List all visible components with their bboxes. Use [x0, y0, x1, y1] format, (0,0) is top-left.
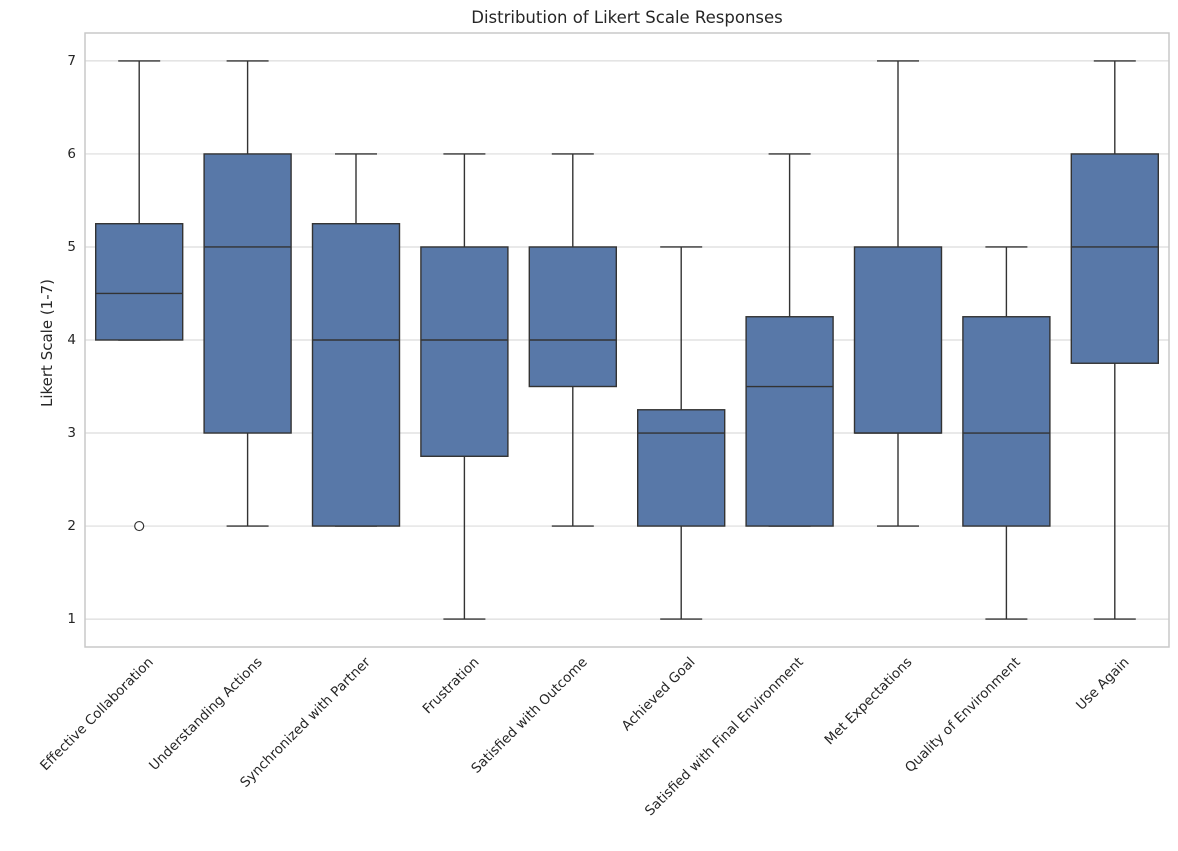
boxplot-box: [1070, 153, 1160, 364]
chart-title: Distribution of Likert Scale Responses: [471, 8, 783, 27]
boxplot-box: [637, 409, 726, 527]
boxplot-box: [420, 246, 509, 457]
y-tick-label-5: 5: [67, 238, 76, 255]
boxplot-box: [528, 246, 617, 388]
boxplot-box: [962, 316, 1051, 527]
y-tick-label-4: 4: [67, 332, 76, 348]
y-tick-label-6: 6: [67, 145, 76, 162]
boxplot-box: [311, 223, 401, 527]
y-tick-label-7: 7: [67, 52, 76, 69]
y-tick-label-3: 3: [67, 425, 76, 442]
y-tick-label-1: 1: [67, 611, 76, 628]
y-tick-label-2: 2: [67, 518, 76, 535]
plot-border: [84, 32, 1170, 648]
boxplot-box: [745, 316, 834, 527]
boxplot-box: [853, 246, 943, 434]
boxplot-box: [203, 153, 292, 434]
boxplot-box: [94, 223, 184, 341]
outlier-point: [134, 520, 145, 532]
